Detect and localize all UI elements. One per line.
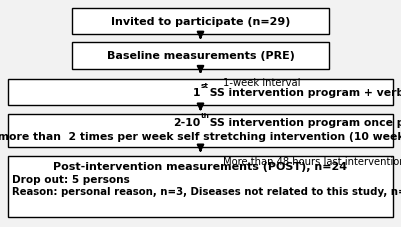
Text: 1: 1 [193, 88, 200, 97]
Text: Invited to participate (n=29): Invited to participate (n=29) [111, 17, 290, 27]
Text: 2-10: 2-10 [173, 118, 200, 127]
Text: + more than  2 times per week self stretching intervention (10 weeks): + more than 2 times per week self stretc… [0, 132, 401, 142]
Text: Drop out: 5 persons: Drop out: 5 persons [12, 174, 130, 184]
FancyBboxPatch shape [72, 9, 329, 35]
Text: Baseline measurements (PRE): Baseline measurements (PRE) [107, 51, 294, 61]
Text: More than 48 hours last intervention: More than 48 hours last intervention [223, 156, 401, 166]
Text: st: st [201, 82, 209, 88]
FancyBboxPatch shape [8, 115, 393, 148]
Text: 1-week interval: 1-week interval [223, 78, 300, 88]
FancyBboxPatch shape [8, 157, 393, 217]
Text: th: th [201, 112, 210, 118]
FancyBboxPatch shape [8, 79, 393, 106]
Text: Post-intervention measurements (POST), n=24: Post-intervention measurements (POST), n… [53, 161, 348, 171]
Text: SS intervention program + verbal and visual instructions: SS intervention program + verbal and vis… [206, 88, 401, 97]
FancyBboxPatch shape [72, 43, 329, 69]
Text: Reason: personal reason, n=3, Diseases not related to this study, n=2: Reason: personal reason, n=3, Diseases n… [12, 186, 401, 196]
Text: SS intervention program once per week under supervision: SS intervention program once per week un… [206, 118, 401, 127]
